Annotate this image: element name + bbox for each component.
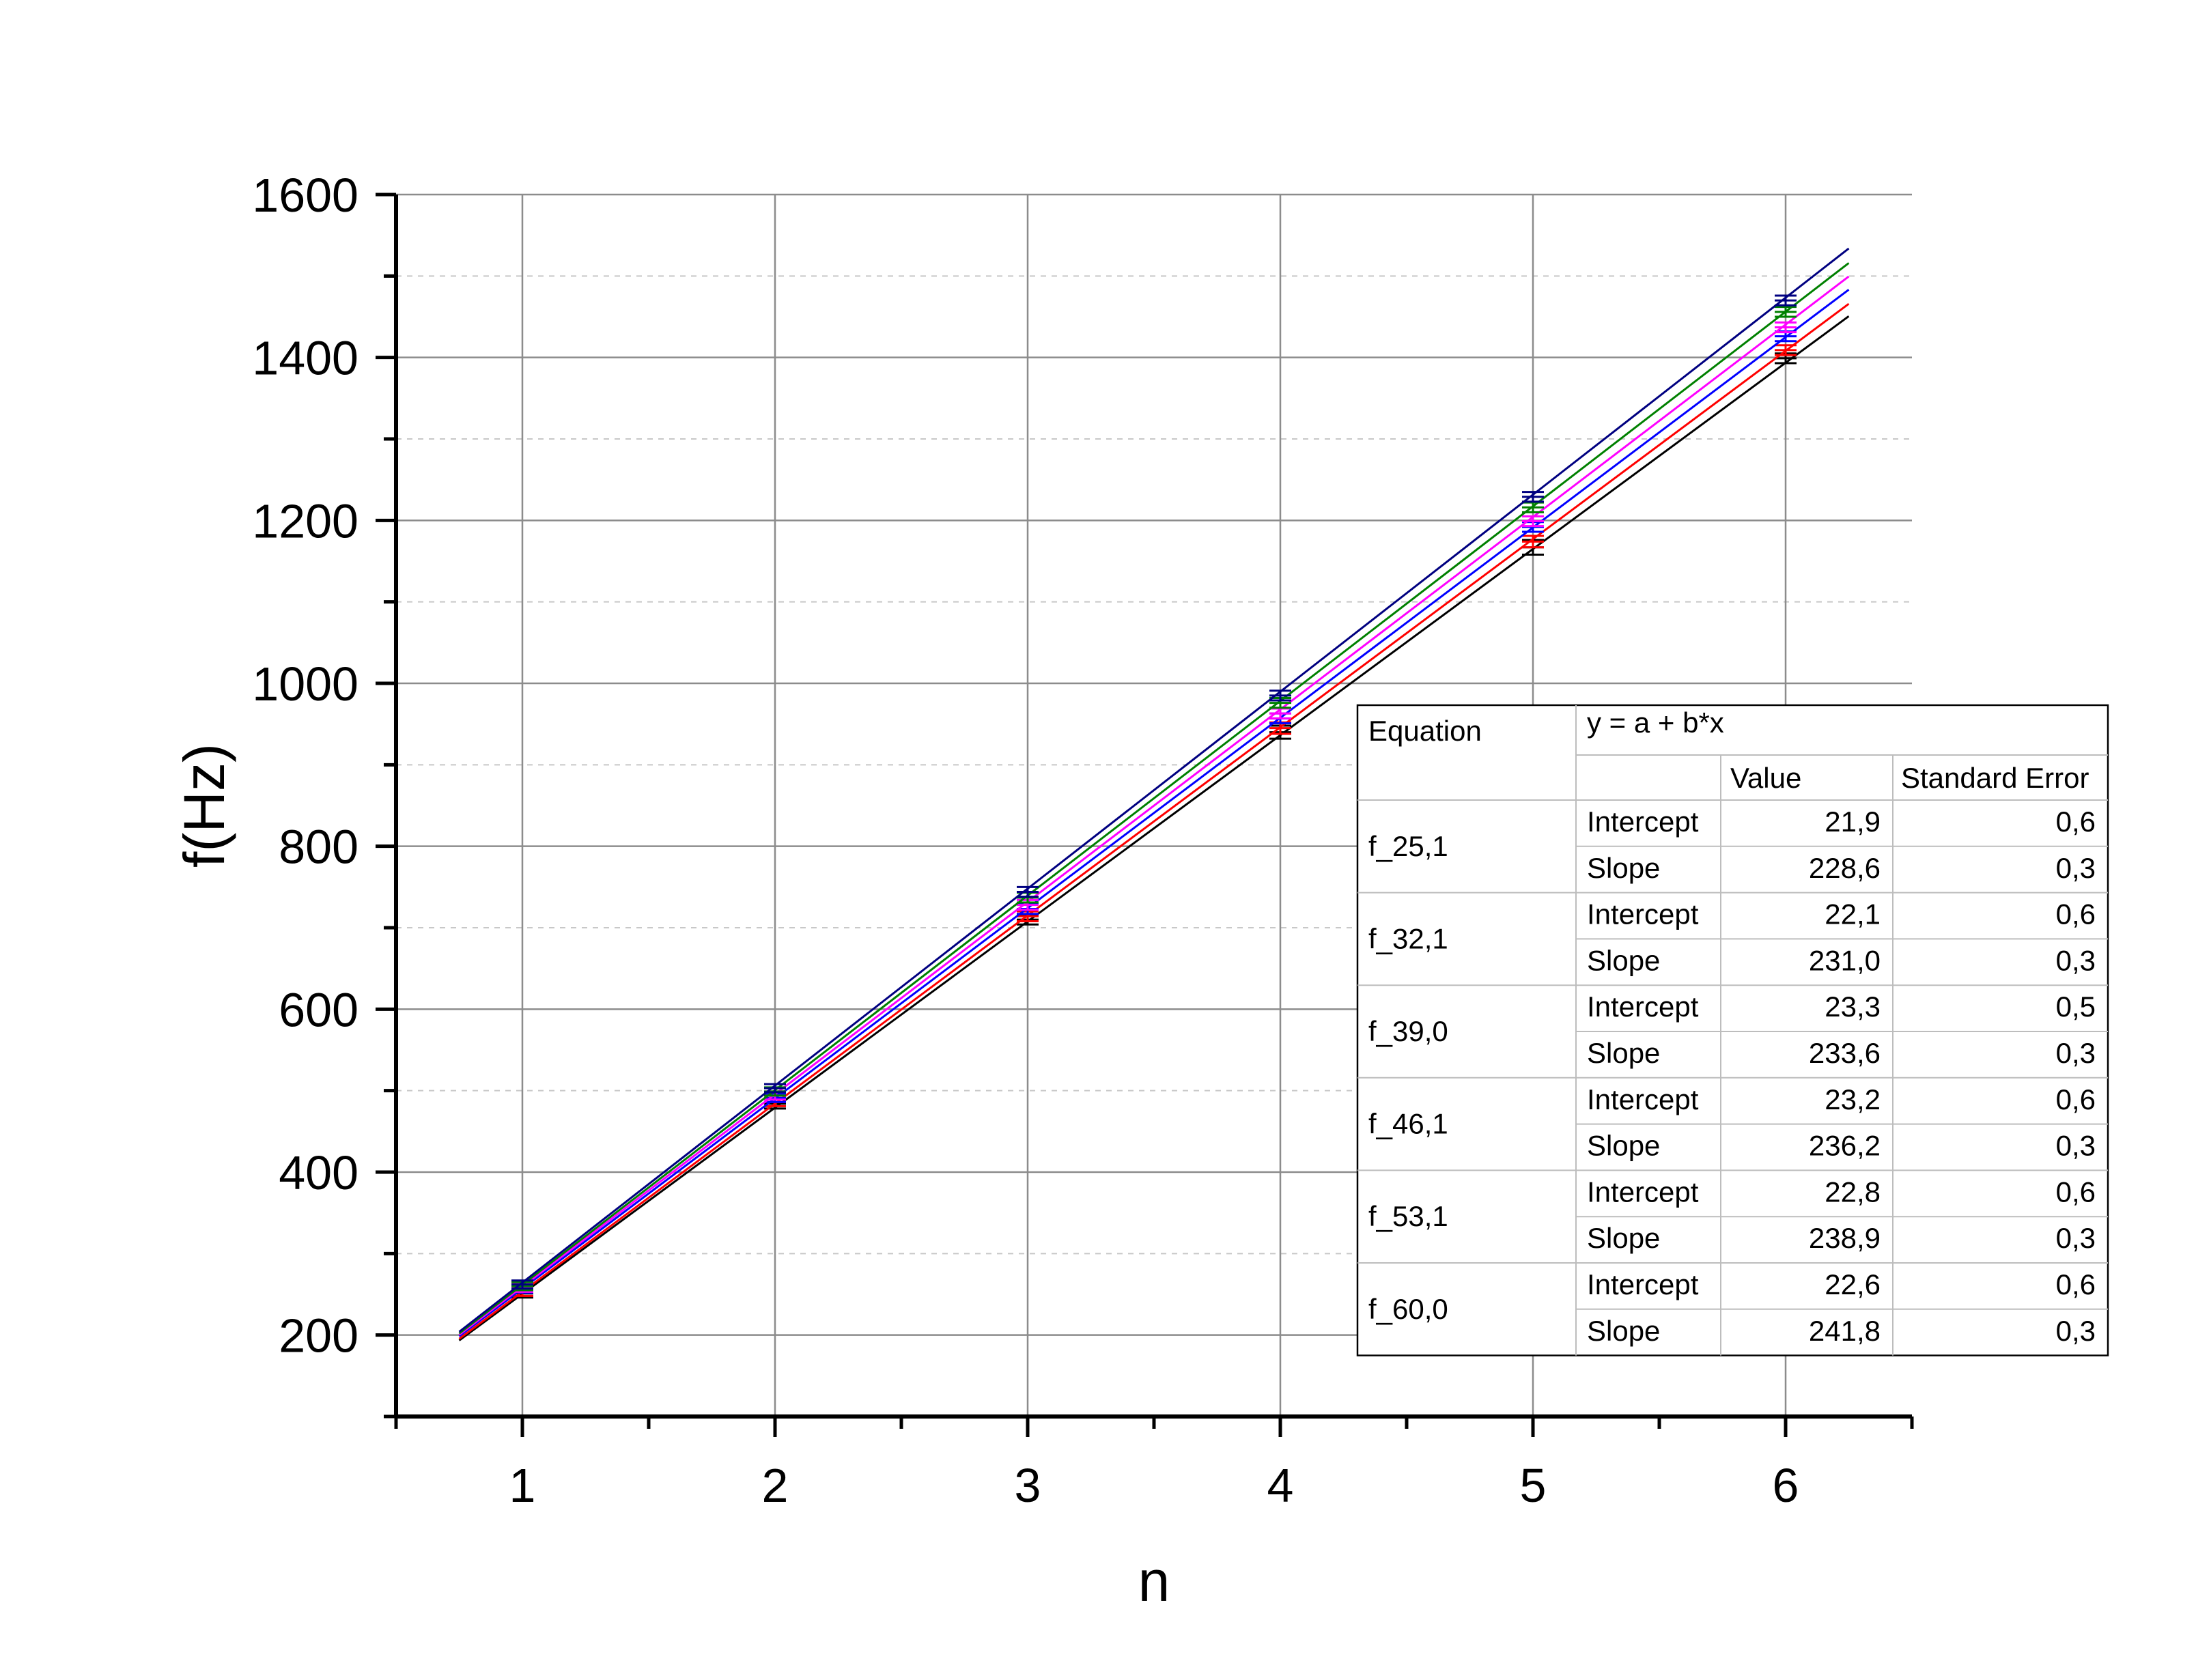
param-error: 0,3: [2056, 1315, 2096, 1347]
param-error: 0,3: [2056, 1222, 2096, 1254]
fit-line: [458, 275, 1850, 1336]
fit-line: [458, 262, 1850, 1335]
y-tick-label: 1000: [252, 657, 358, 711]
param-error: 0,6: [2056, 806, 2096, 838]
plot-series: [458, 247, 1850, 1341]
param-name: Slope: [1587, 852, 1660, 884]
param-value: 23,3: [1825, 991, 1881, 1023]
y-axis-label: f(Hz): [172, 743, 236, 868]
series-6: [458, 247, 1850, 1333]
fit-line: [458, 247, 1850, 1333]
param-name: Intercept: [1587, 991, 1699, 1023]
y-tick-label: 600: [279, 983, 358, 1036]
param-error: 0,3: [2056, 944, 2096, 976]
y-tick-label: 400: [279, 1146, 358, 1199]
fit-row-name: f_46,1: [1368, 1108, 1448, 1140]
param-name: Intercept: [1587, 1176, 1699, 1208]
param-value: 21,9: [1825, 806, 1881, 838]
param-error: 0,5: [2056, 991, 2096, 1023]
param-value: 23,2: [1825, 1083, 1881, 1115]
std-error-header: Standard Error: [1901, 762, 2089, 794]
x-tick-label: 1: [509, 1459, 536, 1512]
fit-row-name: f_39,0: [1368, 1015, 1448, 1047]
fit-line: [458, 315, 1850, 1341]
param-name: Intercept: [1587, 898, 1699, 930]
param-value: 228,6: [1809, 852, 1881, 884]
param-value: 238,9: [1809, 1222, 1881, 1254]
y-tick-label: 1200: [252, 494, 358, 547]
fit-row-name: f_60,0: [1368, 1293, 1448, 1325]
param-error: 0,3: [2056, 852, 2096, 884]
y-tick-label: 800: [279, 821, 358, 874]
param-error: 0,3: [2056, 1130, 2096, 1162]
param-name: Slope: [1587, 944, 1660, 976]
param-name: Slope: [1587, 1037, 1660, 1069]
param-value: 22,6: [1825, 1268, 1881, 1300]
param-name: Intercept: [1587, 1083, 1699, 1115]
equation-value: y = a + b*x: [1587, 707, 1724, 739]
param-name: Slope: [1587, 1222, 1660, 1254]
param-error: 0,6: [2056, 1176, 2096, 1208]
param-value: 233,6: [1809, 1037, 1881, 1069]
fit-row-name: f_53,1: [1368, 1200, 1448, 1232]
y-tick-label: 1400: [252, 332, 358, 385]
equation-label: Equation: [1368, 715, 1482, 747]
param-error: 0,6: [2056, 898, 2096, 930]
param-value: 231,0: [1809, 944, 1881, 976]
fit-row-name: f_25,1: [1368, 830, 1448, 862]
param-error: 0,6: [2056, 1268, 2096, 1300]
x-tick-label: 6: [1773, 1459, 1799, 1512]
axes: 1 2 3 4 5 6 200 400 600 800 1000 1200 1400 1600: [252, 169, 1914, 1512]
param-value: 22,8: [1825, 1176, 1881, 1208]
param-value: 22,1: [1825, 898, 1881, 930]
series-2: [458, 302, 1850, 1340]
param-value: 241,8: [1809, 1315, 1881, 1347]
x-tick-label: 4: [1267, 1459, 1294, 1512]
fit-line: [458, 302, 1850, 1340]
param-name: Intercept: [1587, 1268, 1699, 1300]
param-name: Slope: [1587, 1130, 1660, 1162]
y-tick-label: 1600: [252, 169, 358, 222]
param-error: 0,3: [2056, 1037, 2096, 1069]
fit-line: [458, 289, 1850, 1337]
fit-table-frame: [1356, 704, 2109, 1356]
param-name: Slope: [1587, 1315, 1660, 1347]
y-tick-label: 200: [279, 1309, 358, 1363]
value-header: Value: [1730, 762, 1801, 794]
param-error: 0,6: [2056, 1083, 2096, 1115]
param-value: 236,2: [1809, 1130, 1881, 1162]
x-axis-label: n: [1138, 1549, 1170, 1613]
x-tick-label: 3: [1015, 1459, 1041, 1512]
fit-row-name: f_32,1: [1368, 922, 1448, 954]
param-name: Intercept: [1587, 806, 1699, 838]
x-tick-label: 5: [1520, 1459, 1547, 1512]
x-tick-label: 2: [762, 1459, 789, 1512]
